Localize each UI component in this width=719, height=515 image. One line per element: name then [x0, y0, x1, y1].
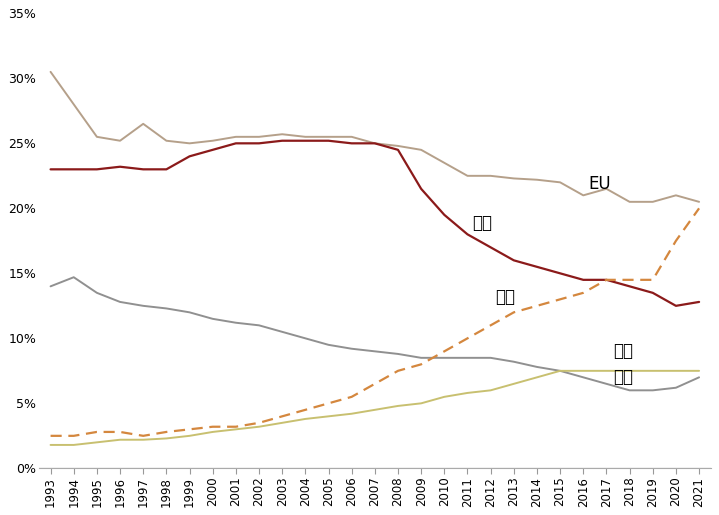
Text: 일본: 일본: [613, 368, 633, 386]
Text: 미국: 미국: [472, 214, 492, 232]
Text: EU: EU: [588, 175, 610, 193]
Text: 인도: 인도: [613, 342, 633, 360]
Text: 중국: 중국: [495, 288, 516, 306]
